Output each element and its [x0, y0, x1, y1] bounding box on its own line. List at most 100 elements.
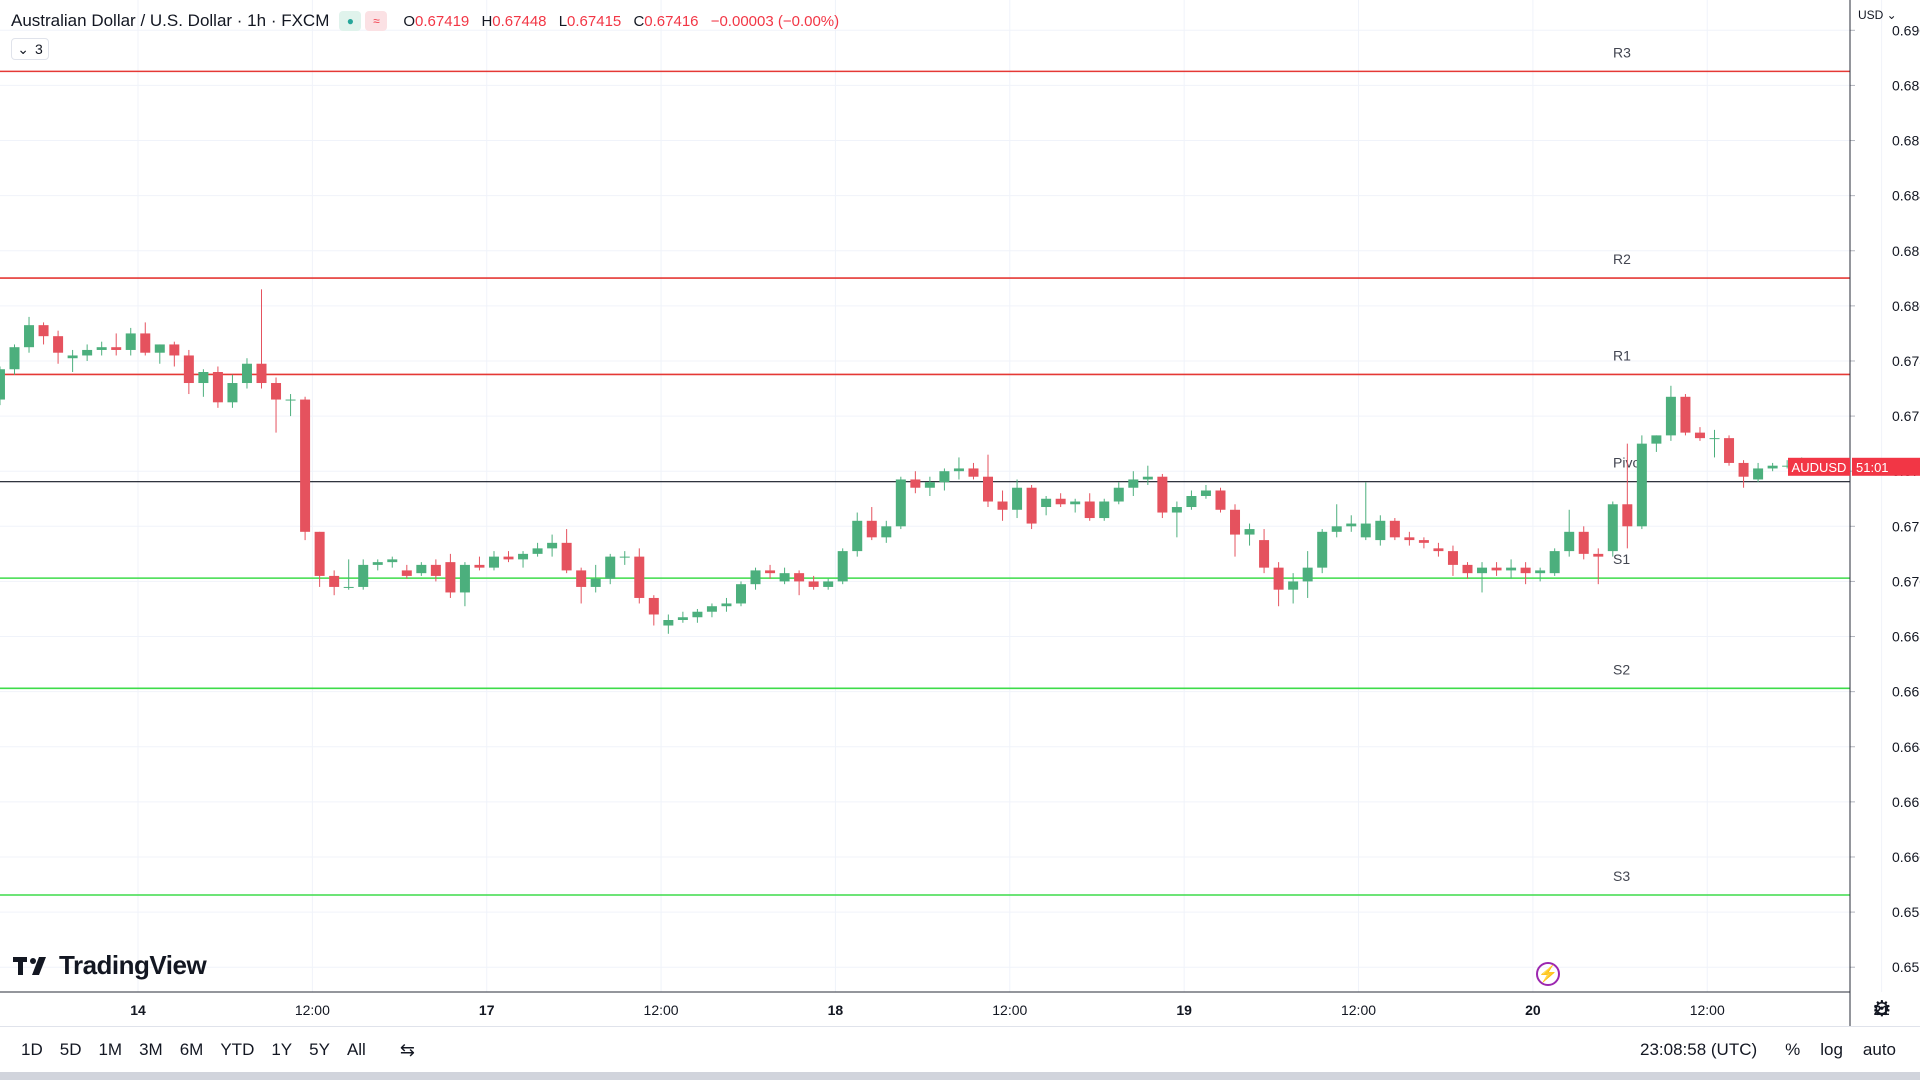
candle-body — [1288, 581, 1299, 590]
candle-body — [503, 556, 514, 560]
percent-scale-button[interactable]: % — [1785, 1040, 1801, 1059]
candle-body — [1724, 438, 1735, 463]
timeframe-ytd[interactable]: YTD — [220, 1040, 255, 1059]
timeframe-5d[interactable]: 5D — [59, 1040, 82, 1059]
candle-body — [459, 564, 470, 593]
candle-body — [1389, 520, 1400, 538]
candle-body — [619, 556, 630, 558]
timeframe-5y[interactable]: 5Y — [309, 1040, 330, 1059]
y-tick-label: 0.65800 — [1892, 904, 1920, 920]
candle-body — [576, 570, 587, 587]
candle-body — [1273, 567, 1284, 590]
level-label-s2: S2 — [1613, 661, 1630, 677]
candle-body — [212, 372, 223, 403]
candle-body — [1622, 504, 1633, 527]
candle-body — [1070, 501, 1081, 505]
candle-body — [1578, 531, 1589, 554]
candle-body — [154, 344, 165, 353]
candle-body — [1564, 531, 1575, 552]
timeframe-all[interactable]: All — [346, 1040, 366, 1059]
candle-body — [997, 501, 1008, 510]
y-tick-label: 0.68000 — [1892, 298, 1920, 314]
tradingview-logo[interactable]: TradingView — [13, 950, 207, 981]
x-tick-label: 18 — [828, 1002, 844, 1018]
utc-clock[interactable]: 23:08:58 (UTC) — [1640, 1040, 1758, 1059]
x-tick-label: 14 — [130, 1002, 146, 1018]
collapse-indicators-button[interactable]: ⌄ 3 — [11, 38, 49, 60]
candle-body — [1636, 443, 1647, 527]
candle-body — [401, 570, 412, 576]
candle-body — [1186, 496, 1197, 508]
candle-body — [953, 468, 964, 472]
chevron-down-icon: ⌄ — [17, 40, 29, 57]
timeframe-1y[interactable]: 1Y — [271, 1040, 293, 1059]
candle-body — [285, 399, 296, 401]
change-value: −0.00003 (−0.00%) — [710, 12, 840, 30]
y-tick-label: 0.69000 — [1892, 22, 1920, 38]
timeframe-6m[interactable]: 6M — [179, 1040, 204, 1059]
candle-body — [924, 482, 935, 488]
y-tick-label: 0.67800 — [1892, 353, 1920, 369]
grid-lines — [0, 0, 1883, 992]
candle-body — [1331, 526, 1342, 532]
close-value: 0.67416 — [644, 12, 699, 30]
x-tick-label: 20 — [1525, 1002, 1541, 1018]
candle-body — [1447, 551, 1458, 565]
y-tick-label: 0.68800 — [1892, 77, 1920, 93]
candle-body — [1593, 553, 1604, 557]
y-tick-label: 0.66400 — [1892, 739, 1920, 755]
candle-body — [648, 597, 659, 615]
y-tick-label: 0.68600 — [1892, 133, 1920, 149]
candle-body — [387, 559, 398, 563]
candle-body — [765, 570, 776, 574]
candle-body — [939, 471, 950, 483]
level-label-pivot: Pivot — [1613, 455, 1644, 471]
candle-body — [358, 564, 369, 587]
candle-body — [1128, 479, 1139, 488]
timeframe-1m[interactable]: 1M — [98, 1040, 123, 1059]
data-delay-icon[interactable]: ≈ — [365, 11, 388, 31]
candle-body — [1026, 487, 1037, 524]
candle-body — [721, 603, 732, 607]
gear-icon[interactable]: ⚙ — [1872, 996, 1892, 1021]
candle-body — [1041, 498, 1052, 508]
candle-body — [895, 479, 906, 527]
price-tag-bg — [1852, 457, 1920, 476]
x-tick-label: 12:00 — [992, 1002, 1027, 1018]
candle-body — [300, 399, 311, 532]
candle-body — [852, 520, 863, 552]
candle-body — [692, 611, 703, 618]
candle-body — [140, 333, 151, 353]
flash-icon[interactable]: ⚡ — [1536, 962, 1560, 986]
candle-body — [590, 578, 601, 587]
candle-body — [53, 336, 64, 353]
y-tick-label: 0.66800 — [1892, 629, 1920, 645]
chart-legend: Australian Dollar / U.S. Dollar · 1h · F… — [11, 9, 839, 33]
candle-body — [1709, 438, 1720, 440]
market-open-icon[interactable]: ● — [339, 11, 362, 31]
high-label: H — [481, 12, 493, 30]
candle-body — [837, 551, 848, 582]
candle-body — [1651, 435, 1662, 444]
y-tick-label: 0.68200 — [1892, 243, 1920, 259]
timeframe-3m[interactable]: 3M — [139, 1040, 163, 1059]
indicator-count: 3 — [34, 41, 43, 57]
scale-options: % log auto — [1785, 1040, 1896, 1060]
candle-body — [518, 553, 529, 560]
candle-body — [1113, 487, 1124, 502]
y-tick-label: 0.65600 — [1892, 959, 1920, 975]
symbol-title[interactable]: Australian Dollar / U.S. Dollar · 1h · F… — [11, 11, 330, 30]
candle-body — [779, 573, 790, 582]
currency-selector[interactable]: USD ⌄ — [1858, 8, 1897, 22]
timeframe-1d[interactable]: 1D — [21, 1040, 43, 1059]
level-label-s1: S1 — [1613, 551, 1630, 567]
auto-scale-button[interactable]: auto — [1862, 1040, 1896, 1059]
date-range-icon[interactable]: ⇆ — [399, 1039, 415, 1060]
candle-body — [1491, 567, 1502, 571]
candle-body — [183, 355, 194, 384]
candle-body — [1200, 490, 1211, 496]
candle-body — [67, 355, 78, 359]
candle-body — [1535, 570, 1546, 574]
log-scale-button[interactable]: log — [1820, 1040, 1843, 1059]
